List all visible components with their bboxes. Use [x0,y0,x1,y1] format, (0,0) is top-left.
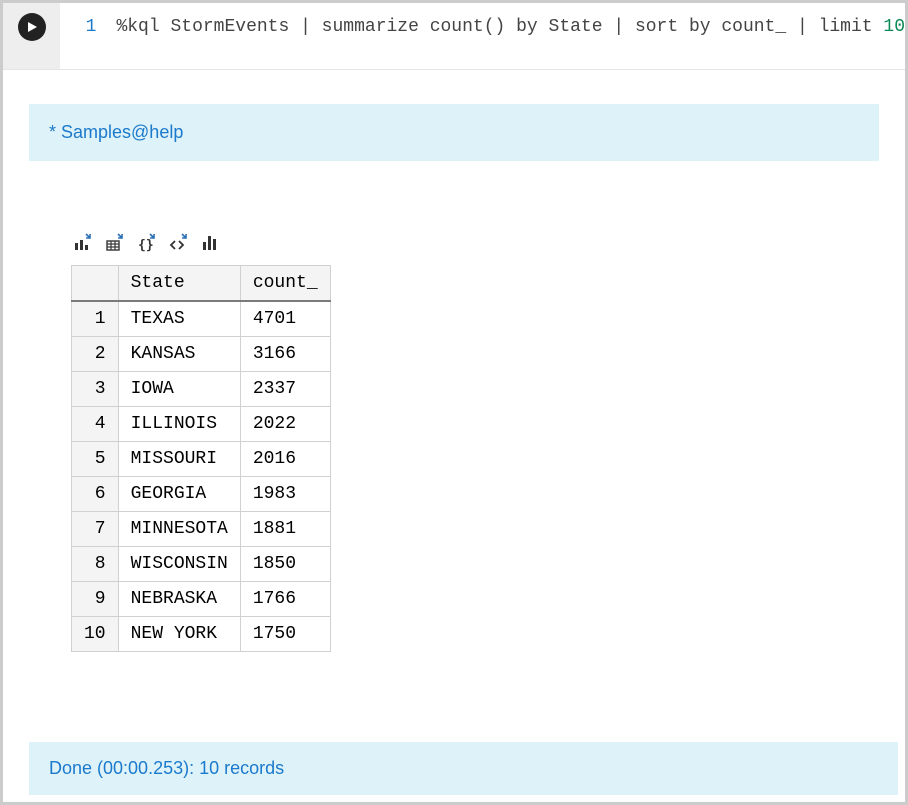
table-row[interactable]: 9NEBRASKA1766 [72,582,331,617]
cell-state: MINNESOTA [118,512,240,547]
row-index: 10 [72,617,119,652]
table-row[interactable]: 1TEXAS4701 [72,301,331,337]
line-number: 1 [60,17,116,37]
result-table: State count_ 1TEXAS47012KANSAS31663IOWA2… [71,265,331,652]
table-row[interactable]: 8WISCONSIN1850 [72,547,331,582]
code-cell: 1 %kql StormEvents | summarize count() b… [3,3,905,70]
column-header-count[interactable]: count_ [240,266,330,302]
cell-state: IOWA [118,372,240,407]
chart-icon[interactable] [199,231,221,253]
cell-state: KANSAS [118,337,240,372]
run-button[interactable] [18,13,46,41]
row-index: 6 [72,477,119,512]
table-row[interactable]: 7MINNESOTA1881 [72,512,331,547]
row-index: 4 [72,407,119,442]
cell-state: WISCONSIN [118,547,240,582]
cell-count: 3166 [240,337,330,372]
cell-count: 2022 [240,407,330,442]
row-index: 9 [72,582,119,617]
export-code-icon[interactable] [167,231,189,253]
cell-state: NEBRASKA [118,582,240,617]
table-row[interactable]: 4ILLINOIS2022 [72,407,331,442]
status-banner: Done (00:00.253): 10 records [29,742,898,795]
svg-text:{}: {} [138,238,154,252]
table-corner [72,266,119,302]
export-grid-icon[interactable] [103,231,125,253]
table-row[interactable]: 6GEORGIA1983 [72,477,331,512]
cell-count: 4701 [240,301,330,337]
cell-state: ILLINOIS [118,407,240,442]
code-limit-literal: 10 [883,17,905,37]
cell-state: MISSOURI [118,442,240,477]
cell-count: 2016 [240,442,330,477]
row-index: 2 [72,337,119,372]
row-index: 7 [72,512,119,547]
cell-state: TEXAS [118,301,240,337]
export-chart-icon[interactable] [71,231,93,253]
code-prefix: %kql StormEvents | summarize count() by … [116,17,883,37]
output-area: * Samples@help {} [3,104,905,652]
run-button-gutter [3,3,60,69]
row-index: 1 [72,301,119,337]
table-header-row: State count_ [72,266,331,302]
cell-state: GEORGIA [118,477,240,512]
table-row[interactable]: 3IOWA2337 [72,372,331,407]
cell-count: 1766 [240,582,330,617]
cell-count: 1750 [240,617,330,652]
code-editor[interactable]: 1 %kql StormEvents | summarize count() b… [60,3,905,69]
row-index: 3 [72,372,119,407]
cell-count: 2337 [240,372,330,407]
export-json-icon[interactable]: {} [135,231,157,253]
cell-state: NEW YORK [118,617,240,652]
column-header-state[interactable]: State [118,266,240,302]
play-icon [26,21,38,33]
cell-count: 1881 [240,512,330,547]
cell-count: 1850 [240,547,330,582]
cell-count: 1983 [240,477,330,512]
table-row[interactable]: 10NEW YORK1750 [72,617,331,652]
context-banner: * Samples@help [29,104,879,161]
code-text: %kql StormEvents | summarize count() by … [116,17,905,37]
table-row[interactable]: 2KANSAS3166 [72,337,331,372]
row-index: 5 [72,442,119,477]
table-row[interactable]: 5MISSOURI2016 [72,442,331,477]
result-toolbar: {} [71,231,905,261]
row-index: 8 [72,547,119,582]
